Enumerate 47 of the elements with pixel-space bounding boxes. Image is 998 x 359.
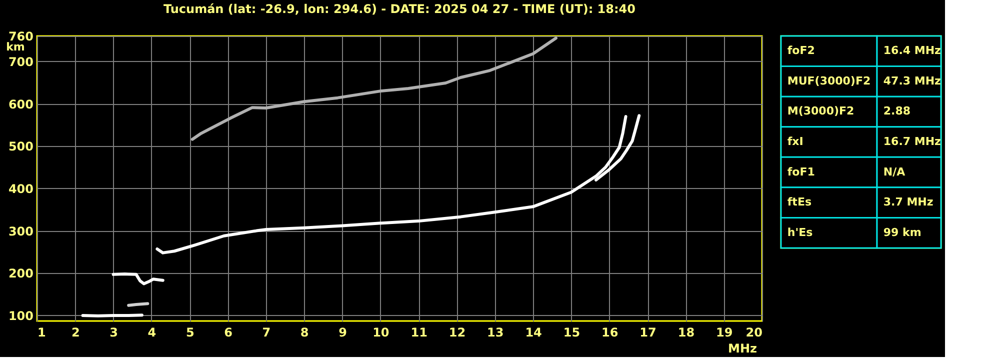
x-tick-label: 12 [448,326,466,340]
y-tick-label: 400 [8,182,34,196]
x-tick-label: 19 [716,326,733,340]
x-tick-label: 10 [372,326,390,340]
x-tick-label: 3 [110,326,118,340]
y-tick-label: 600 [8,97,34,112]
text: 2.88 [883,104,911,118]
text: foF2 [787,44,815,58]
x-tick-label: 16 [602,326,618,340]
line-series [190,36,558,141]
text: 47.3 MHz [883,74,941,88]
x-tick-label: 15 [563,326,580,340]
text: N/A [883,165,906,178]
x-tick-label: 8 [300,326,309,340]
chart-title: Tucumán (lat: -26.9, lon: 294.6) - DATE: 2025 04 27 - TIME (UT): 18:40 [164,2,636,16]
y-tick-label: 300 [8,224,34,238]
x-tick-label: 14 [525,326,542,340]
text: MUF(3000)F2 [787,74,871,88]
x-tick-label: 9 [338,326,347,340]
x-axis-title: MHz [728,342,757,356]
x-tick-label: 20 [746,326,762,340]
text: 16.7 MHz [883,135,941,148]
line-series [112,272,164,286]
y-axis-title: km [6,40,25,54]
x-tick-label: 11 [410,326,428,340]
y-tick-label: 100 [8,308,34,323]
x-tick-label: 7 [262,326,271,340]
text: 3.7 MHz [883,196,934,209]
x-tick-label: 2 [71,326,80,340]
x-tick-label: 4 [148,326,156,340]
x-tick-label: 17 [640,326,656,340]
x-tick-label: 18 [678,326,695,340]
y-tick-label: 500 [8,140,34,154]
x-tick-label: 1 [38,326,46,340]
text: h'Es [787,226,814,239]
x-tick-label: 6 [224,326,232,340]
text: foF1 [787,165,815,178]
y-tick-label: 200 [8,266,34,281]
text: fxI [787,135,804,148]
text: ftEs [787,196,812,209]
y-tick-label: 700 [8,54,34,69]
text: 99 km [883,226,922,239]
y-tick-label: 760 [8,30,34,44]
text: 16.4 MHz [883,44,941,58]
x-tick-label: 5 [186,326,194,340]
text: M(3000)F2 [787,104,854,118]
x-tick-label: 13 [487,326,504,340]
